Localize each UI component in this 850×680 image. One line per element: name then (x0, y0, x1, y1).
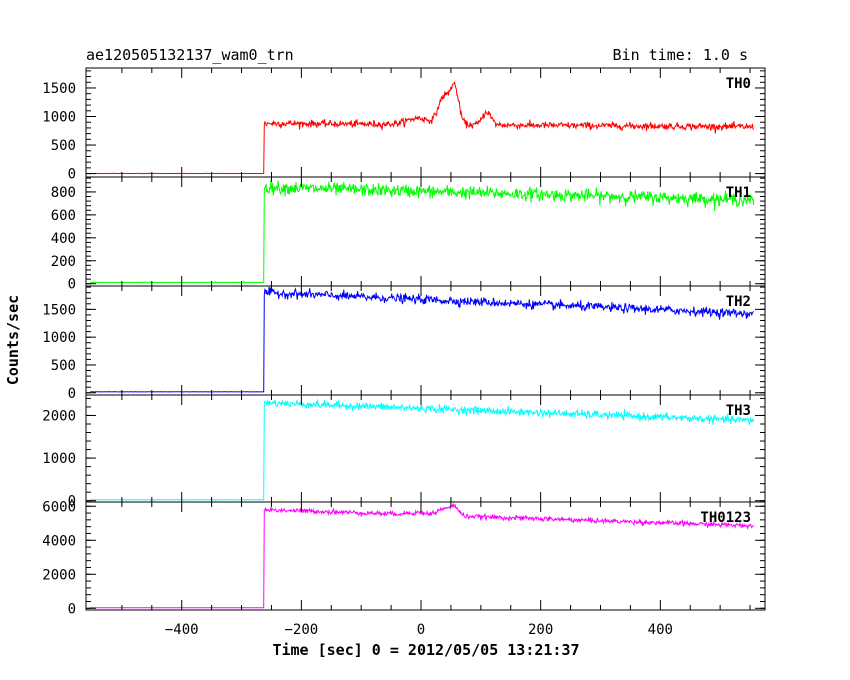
chart-title: ae120505132137_wam0_trn (86, 46, 294, 64)
panel-frame (85, 501, 766, 611)
y-tick-label: 4000 (42, 533, 76, 549)
panel-label-th0: TH0 (726, 76, 751, 92)
panel-label-th2: TH2 (726, 294, 751, 310)
y-tick-label: 0 (68, 494, 76, 510)
panel-label-th3: TH3 (726, 403, 751, 419)
y-tick-label: 1000 (42, 110, 76, 126)
x-tick-label: 400 (648, 622, 673, 638)
y-tick-label: 600 (51, 208, 76, 224)
panels-group: 0 500 1000 1500 TH0 0 200 400 600 800 TH1 0 500 1000 1… (42, 67, 766, 617)
bin-time-label: Bin time: 1.0 s (613, 46, 748, 64)
panel-th3: 0 1000 2000 TH3 (42, 394, 766, 510)
y-axis-title: Counts/sec (4, 295, 22, 385)
y-tick-label: 800 (51, 185, 76, 201)
y-tick-label: 1500 (42, 302, 76, 318)
y-tick-label: 1500 (42, 81, 76, 97)
y-tick-label: 2000 (42, 408, 76, 424)
panel-th0: 0 500 1000 1500 TH0 (42, 67, 766, 183)
y-tick-label: 1000 (42, 330, 76, 346)
panel-label-th1: TH1 (726, 185, 751, 201)
y-tick-label: 6000 (42, 499, 76, 515)
panel-th2: 0 500 1000 1500 TH2 (42, 285, 766, 402)
x-axis: −400 −200 0 200 400 (165, 622, 673, 638)
y-tick-label: 0 (68, 277, 76, 293)
x-tick-label: −200 (285, 622, 319, 638)
series-line-th1 (90, 179, 755, 284)
x-tick-label: 200 (528, 622, 553, 638)
x-axis-title: Time [sec] 0 = 2012/05/05 13:21:37 (272, 641, 579, 659)
y-tick-label: 2000 (42, 567, 76, 583)
series-line-th2 (90, 286, 754, 393)
y-tick-label: 0 (68, 386, 76, 402)
y-tick-label: 400 (51, 231, 76, 247)
panel-label-th0123: TH0123 (700, 510, 751, 526)
x-tick-label: −400 (165, 622, 199, 638)
panel-frame (85, 67, 766, 178)
y-tick-label: 0 (68, 601, 76, 617)
y-tick-label: 1000 (42, 451, 76, 467)
series-line-th0123 (90, 502, 755, 609)
x-tick-label: 0 (417, 622, 425, 638)
y-tick-label: 0 (68, 167, 76, 183)
y-tick-label: 500 (51, 358, 76, 374)
y-tick-label: 200 (51, 254, 76, 270)
series-line-th3 (90, 399, 755, 501)
y-tick-label: 500 (51, 138, 76, 154)
panel-th0123: 0 2000 4000 6000 TH0123 (42, 499, 766, 617)
series-line-th0 (90, 80, 755, 175)
panel-th1: 0 200 400 600 800 TH1 (51, 176, 766, 293)
